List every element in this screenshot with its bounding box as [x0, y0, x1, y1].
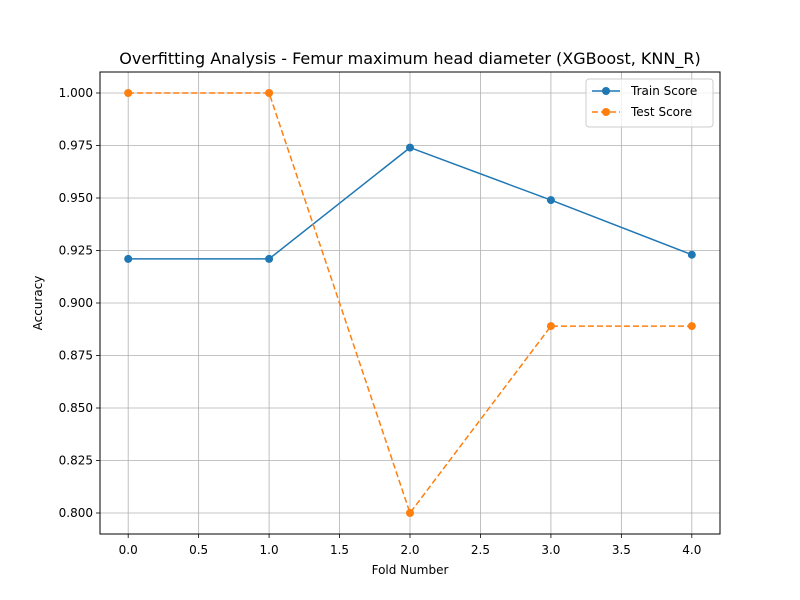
- legend-item-test-score: Test Score: [592, 105, 692, 119]
- y-tick-label: 0.875: [59, 349, 93, 363]
- legend-marker-train-score: [602, 87, 610, 95]
- y-tick-label: 1.000: [59, 86, 93, 100]
- y-tick-label: 0.900: [59, 296, 93, 310]
- data-point-train-score: [546, 196, 555, 205]
- x-tick-label: 3.5: [612, 543, 631, 557]
- legend: Train Score Test Score: [585, 78, 714, 128]
- axis-ticks: 0.0 0.5 1.0 1.5 2.0 2.5 3.0 3.5 4.0 0.800 0.825 0.8…: [59, 86, 702, 557]
- x-tick-label: 0.5: [189, 543, 208, 557]
- series-layer: [124, 89, 696, 517]
- x-tick-label: 2.0: [400, 543, 419, 557]
- grid-lines: [100, 72, 720, 534]
- y-tick-label: 0.825: [59, 454, 93, 468]
- x-tick-label: 0.0: [119, 543, 138, 557]
- y-tick-label: 0.950: [59, 191, 93, 205]
- data-point-test-score: [546, 322, 555, 331]
- data-point-train-score: [265, 254, 274, 263]
- chart-title: Overfitting Analysis - Femur maximum hea…: [119, 49, 700, 69]
- series-test-score: [124, 89, 696, 517]
- series-train-score: [124, 143, 696, 263]
- x-tick-label: 3.0: [541, 543, 560, 557]
- plot-frame: [99, 71, 721, 535]
- legend-label-train-score: Train Score: [630, 84, 697, 98]
- x-tick-label: 4.0: [682, 543, 701, 557]
- y-axis-label: Accuracy: [31, 276, 45, 331]
- x-tick-label: 2.5: [471, 543, 490, 557]
- x-tick-label: 1.5: [330, 543, 349, 557]
- y-tick-label: 0.975: [59, 139, 93, 153]
- data-point-test-score: [687, 322, 696, 331]
- legend-item-train-score: Train Score: [592, 84, 697, 98]
- data-point-test-score: [406, 509, 414, 517]
- legend-marker-test-score: [602, 108, 610, 116]
- y-tick-label: 0.925: [59, 244, 93, 258]
- x-tick-label: 1.0: [260, 543, 279, 557]
- series-line-test-score: [128, 92, 692, 515]
- x-axis-label: Fold Number: [372, 563, 449, 577]
- data-point-train-score: [406, 143, 414, 152]
- data-point-test-score: [265, 89, 274, 97]
- legend-label-test-score: Test Score: [630, 105, 692, 119]
- data-point-train-score: [124, 254, 133, 263]
- y-tick-label: 0.850: [59, 401, 93, 415]
- data-point-train-score: [687, 250, 696, 259]
- y-tick-label: 0.800: [59, 506, 93, 520]
- data-point-test-score: [124, 89, 133, 97]
